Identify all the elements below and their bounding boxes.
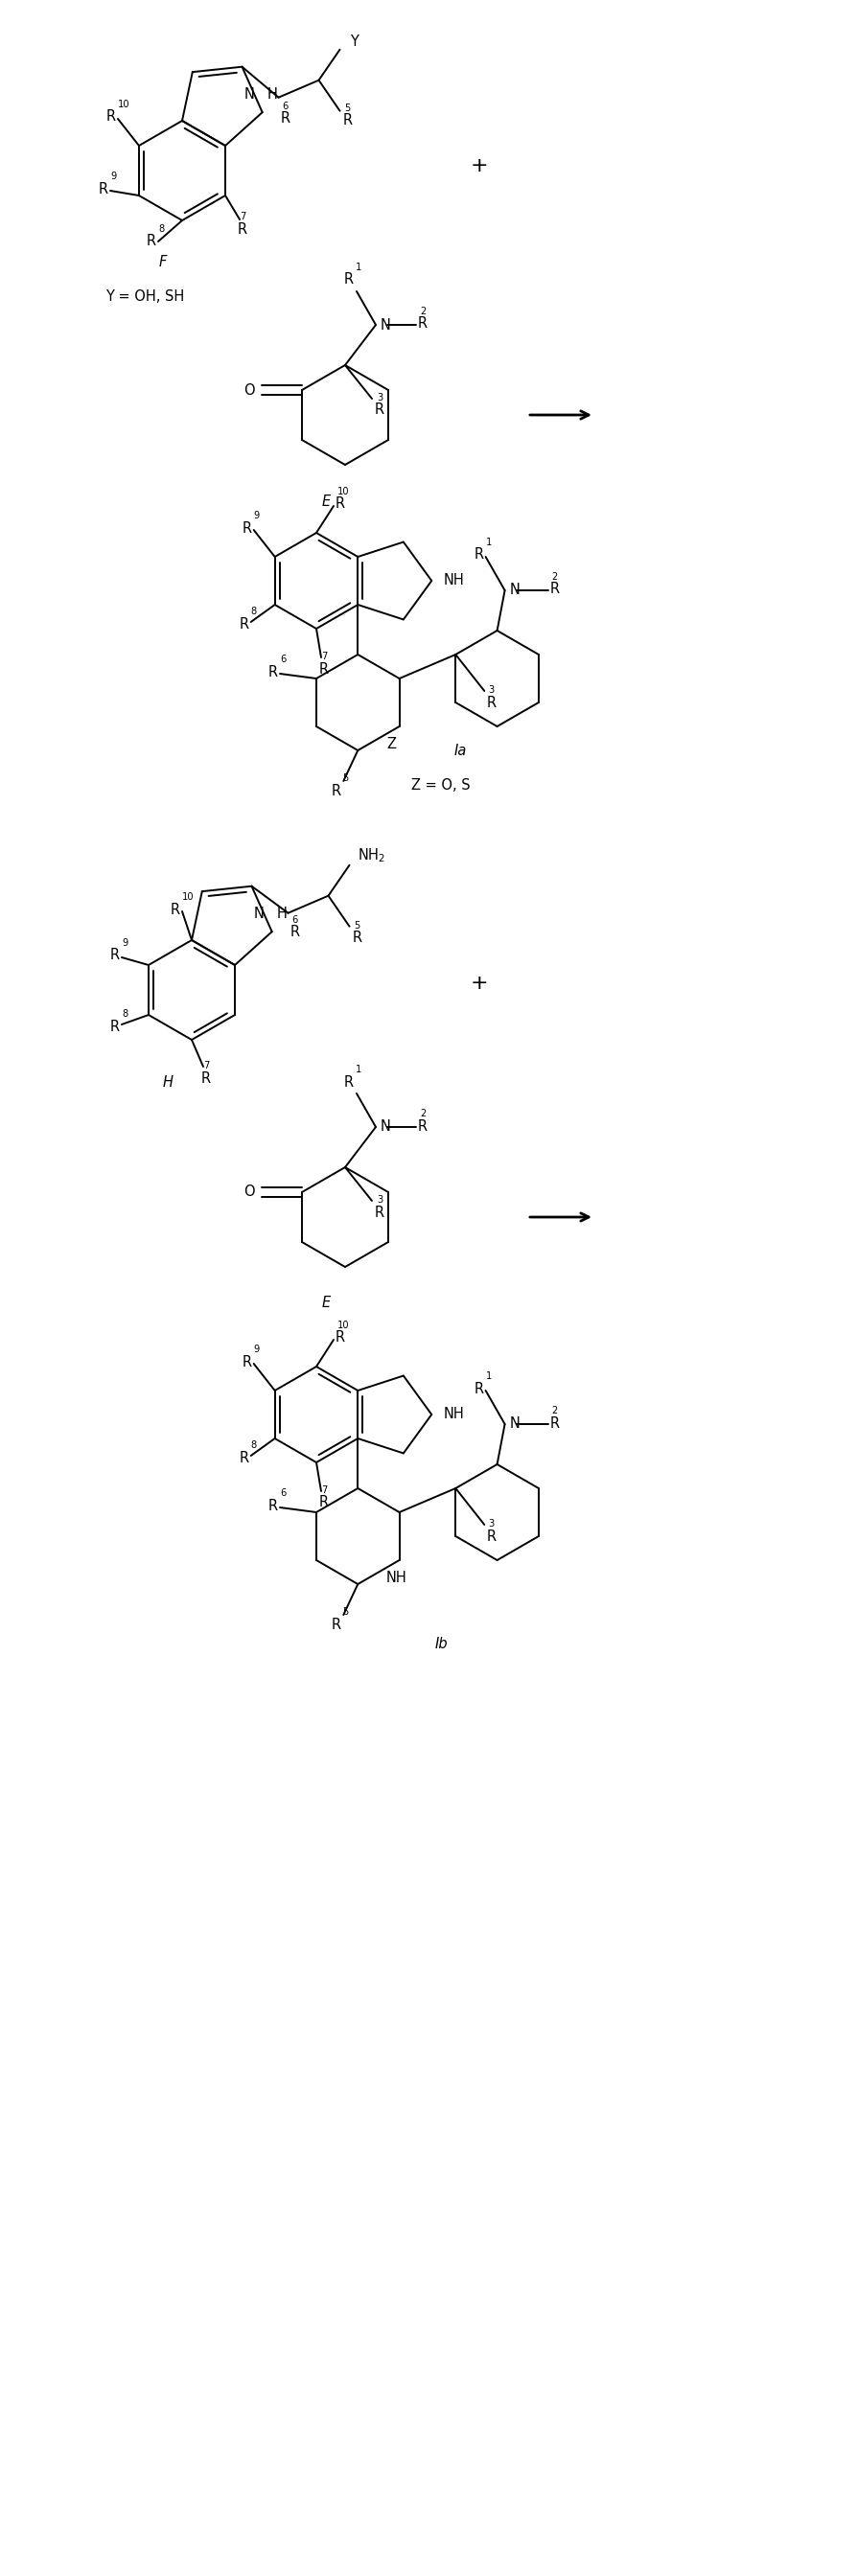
Text: N: N — [381, 317, 391, 332]
Text: N: N — [254, 907, 264, 920]
Text: 1: 1 — [485, 1370, 491, 1381]
Text: NH$_2$: NH$_2$ — [357, 848, 385, 866]
Text: H: H — [162, 1077, 173, 1090]
Text: R: R — [417, 317, 427, 332]
Text: 10: 10 — [117, 100, 129, 108]
Text: Y = OH, SH: Y = OH, SH — [105, 291, 184, 304]
Text: O: O — [243, 384, 255, 397]
Text: Ib: Ib — [434, 1638, 447, 1651]
Text: R: R — [239, 1450, 249, 1466]
Text: 9: 9 — [110, 173, 116, 180]
Text: 1: 1 — [485, 538, 491, 546]
Text: 1: 1 — [356, 1064, 362, 1074]
Text: Z = O, S: Z = O, S — [411, 778, 470, 793]
Text: NH: NH — [442, 1406, 464, 1422]
Text: 5: 5 — [342, 1607, 348, 1618]
Text: Y: Y — [349, 33, 357, 49]
Text: +: + — [470, 157, 488, 175]
Text: 2: 2 — [551, 1406, 557, 1414]
Text: 3: 3 — [376, 1195, 382, 1206]
Text: 5: 5 — [345, 103, 351, 113]
Text: Ia: Ia — [453, 744, 466, 757]
Text: 10: 10 — [337, 487, 349, 497]
Text: 3: 3 — [488, 1520, 494, 1528]
Text: R: R — [242, 1355, 252, 1368]
Text: R: R — [375, 402, 384, 417]
Text: R: R — [319, 1497, 328, 1510]
Text: R: R — [331, 783, 340, 799]
Text: R: R — [473, 1381, 483, 1396]
Text: R: R — [106, 111, 116, 124]
Text: 1: 1 — [356, 263, 362, 273]
Text: 8: 8 — [122, 1010, 128, 1018]
Text: R: R — [335, 497, 345, 510]
Text: 8: 8 — [250, 605, 256, 616]
Text: F: F — [159, 255, 167, 268]
Text: R: R — [239, 616, 249, 631]
Text: R: R — [344, 273, 353, 286]
Text: 7: 7 — [321, 652, 327, 662]
Text: H: H — [277, 907, 287, 920]
Text: Z: Z — [386, 737, 395, 752]
Text: NH: NH — [442, 574, 464, 587]
Text: H: H — [267, 88, 278, 100]
Text: R: R — [417, 1118, 427, 1133]
Text: 5: 5 — [354, 920, 360, 930]
Text: N: N — [244, 88, 255, 100]
Text: R: R — [549, 1417, 559, 1430]
Text: 7: 7 — [239, 211, 245, 222]
Text: R: R — [110, 948, 120, 963]
Text: R: R — [342, 113, 352, 129]
Text: 8: 8 — [158, 224, 164, 234]
Text: R: R — [110, 1020, 120, 1033]
Text: R: R — [280, 111, 290, 126]
Text: O: O — [243, 1185, 255, 1200]
Text: 3: 3 — [488, 685, 494, 696]
Text: 6: 6 — [282, 100, 288, 111]
Text: R: R — [99, 180, 108, 196]
Text: E: E — [321, 495, 330, 507]
Text: R: R — [331, 1618, 340, 1631]
Text: R: R — [268, 1499, 278, 1512]
Text: 9: 9 — [254, 510, 260, 520]
Text: R: R — [171, 902, 180, 917]
Text: +: + — [470, 974, 488, 992]
Text: R: R — [335, 1332, 345, 1345]
Text: 9: 9 — [254, 1345, 260, 1355]
Text: R: R — [344, 1074, 353, 1090]
Text: 8: 8 — [250, 1440, 256, 1450]
Text: 2: 2 — [551, 572, 557, 582]
Text: N: N — [509, 582, 519, 598]
Text: R: R — [147, 234, 156, 250]
Text: R: R — [319, 662, 328, 675]
Text: NH: NH — [386, 1571, 407, 1584]
Text: R: R — [290, 925, 299, 940]
Text: 10: 10 — [337, 1321, 349, 1329]
Text: R: R — [201, 1072, 211, 1084]
Text: R: R — [486, 696, 495, 708]
Text: 3: 3 — [376, 394, 382, 402]
Text: R: R — [242, 520, 252, 536]
Text: E: E — [321, 1296, 330, 1311]
Text: 2: 2 — [419, 307, 425, 317]
Text: 6: 6 — [279, 1489, 285, 1497]
Text: R: R — [268, 665, 278, 680]
Text: 9: 9 — [122, 938, 128, 948]
Text: N: N — [509, 1417, 519, 1432]
Text: R: R — [237, 222, 247, 237]
Text: 7: 7 — [321, 1486, 327, 1494]
Text: R: R — [486, 1530, 495, 1543]
Text: 10: 10 — [182, 891, 194, 902]
Text: N: N — [381, 1121, 391, 1133]
Text: R: R — [352, 930, 362, 945]
Text: 6: 6 — [279, 654, 285, 665]
Text: 2: 2 — [419, 1108, 425, 1118]
Text: 5: 5 — [342, 773, 348, 783]
Text: R: R — [375, 1206, 384, 1218]
Text: R: R — [473, 549, 483, 562]
Text: R: R — [549, 582, 559, 598]
Text: 6: 6 — [291, 914, 297, 925]
Text: 7: 7 — [203, 1061, 209, 1072]
